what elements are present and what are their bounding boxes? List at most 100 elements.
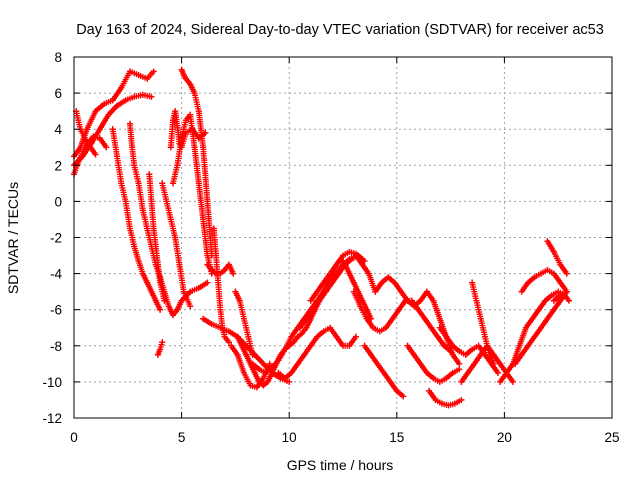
data-point xyxy=(131,243,138,250)
data-point xyxy=(557,261,564,268)
data-point xyxy=(494,369,501,376)
data-point xyxy=(417,297,424,304)
data-point xyxy=(191,90,198,97)
data-point xyxy=(307,342,314,349)
series-arc-7 xyxy=(146,171,168,304)
series-arc-8 xyxy=(154,339,166,358)
data-point xyxy=(404,297,411,304)
series-arc-12 xyxy=(178,66,215,259)
y-tick-label: -12 xyxy=(42,411,62,426)
data-point xyxy=(281,375,288,382)
data-point xyxy=(187,288,194,295)
data-point xyxy=(249,351,256,358)
data-point xyxy=(200,216,207,223)
data-point xyxy=(251,369,258,376)
data-point xyxy=(83,126,90,133)
data-point xyxy=(122,198,129,205)
data-point xyxy=(249,360,256,367)
data-point xyxy=(195,285,202,292)
data-point xyxy=(126,225,133,232)
series-arc-16 xyxy=(228,342,273,391)
x-tick-labels: 0 5 10 15 20 25 xyxy=(70,430,619,445)
data-point xyxy=(204,198,211,205)
data-point xyxy=(180,288,187,295)
data-point xyxy=(404,342,411,349)
data-point xyxy=(165,303,172,310)
data-point xyxy=(118,84,125,91)
data-point xyxy=(335,270,342,277)
series-arc-25 xyxy=(372,274,463,367)
data-marker xyxy=(372,274,463,367)
y-tick-label: -8 xyxy=(50,339,62,354)
data-point xyxy=(262,369,269,376)
data-point xyxy=(135,72,142,79)
data-point xyxy=(374,360,381,367)
data-point xyxy=(109,97,116,104)
data-point xyxy=(126,68,133,75)
x-tick-label: 25 xyxy=(604,430,619,445)
data-point xyxy=(340,342,346,349)
data-point xyxy=(174,306,181,313)
series-arc-34 xyxy=(544,238,570,277)
data-point xyxy=(234,351,241,358)
data-point xyxy=(159,180,166,187)
data-point xyxy=(342,261,349,268)
y-tick-label: 4 xyxy=(54,122,62,137)
data-point xyxy=(320,279,327,286)
data-point xyxy=(510,378,517,385)
data-point xyxy=(432,396,439,403)
data-point xyxy=(159,339,166,346)
data-point xyxy=(299,330,306,337)
data-point xyxy=(333,261,340,268)
data-point xyxy=(163,198,170,205)
series-arc-11 xyxy=(169,111,215,277)
data-point xyxy=(118,180,125,187)
data-point xyxy=(200,315,207,322)
data-point xyxy=(542,297,549,304)
series-arc-31 xyxy=(497,288,572,385)
data-point xyxy=(516,342,523,349)
data-point xyxy=(152,243,159,250)
data-point xyxy=(126,120,133,127)
data-point xyxy=(275,357,282,364)
data-point xyxy=(303,324,310,331)
data-point xyxy=(445,402,452,409)
data-point xyxy=(139,91,146,98)
data-point xyxy=(348,256,355,263)
x-tick-label: 5 xyxy=(178,430,186,445)
data-point xyxy=(458,396,465,403)
data-point xyxy=(557,292,564,299)
data-marker xyxy=(518,267,570,295)
series-arc-28 xyxy=(436,324,501,376)
data-point xyxy=(187,303,194,310)
data-point xyxy=(522,324,529,331)
data-point xyxy=(443,375,450,382)
data-point xyxy=(378,279,385,286)
data-point xyxy=(456,366,463,373)
data-point xyxy=(544,266,551,273)
data-point xyxy=(456,348,463,355)
data-point xyxy=(309,306,316,313)
data-point xyxy=(243,351,250,358)
data-point xyxy=(518,288,525,295)
data-point xyxy=(430,375,437,382)
data-point xyxy=(395,306,402,313)
data-point xyxy=(340,252,346,259)
data-point xyxy=(322,288,329,295)
data-point xyxy=(314,333,321,340)
data-point xyxy=(441,342,448,349)
y-tick-label: 0 xyxy=(54,194,62,209)
data-point xyxy=(256,366,263,373)
data-point xyxy=(303,315,310,322)
data-point xyxy=(236,297,243,304)
data-point xyxy=(518,351,525,358)
data-point xyxy=(449,342,456,349)
data-point xyxy=(174,162,181,169)
data-point xyxy=(411,351,418,358)
data-point xyxy=(557,279,564,286)
data-point xyxy=(391,279,398,286)
data-point xyxy=(346,270,353,277)
data-point xyxy=(367,351,374,358)
data-point xyxy=(529,315,536,322)
data-point xyxy=(103,144,110,151)
